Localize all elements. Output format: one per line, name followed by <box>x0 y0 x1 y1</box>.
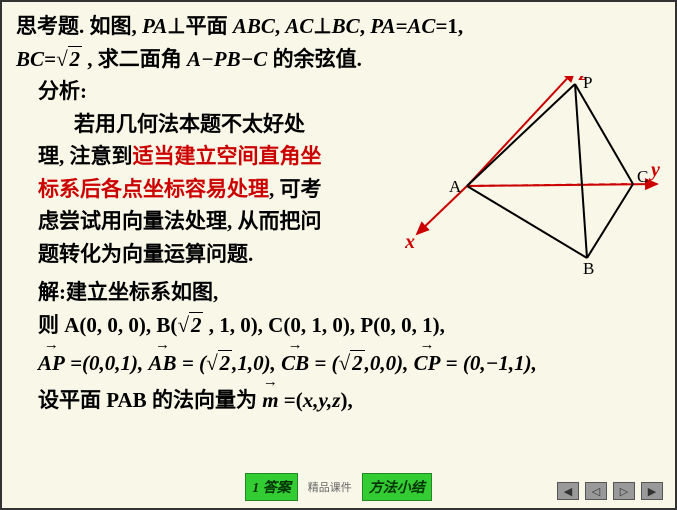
point-B-label: B <box>583 259 594 276</box>
solution-l1: 解:建立坐标系如图, <box>16 276 661 309</box>
point-A-label: A <box>449 177 462 196</box>
nav-last-button[interactable]: ▶ <box>641 482 663 500</box>
method-summary-button[interactable]: 方法小结 <box>362 473 432 501</box>
nav-buttons: ◀ ◁ ▷ ▶ <box>557 482 663 500</box>
nav-next-button[interactable]: ▷ <box>613 482 635 500</box>
axis-x-label: x <box>405 231 415 253</box>
answer-button[interactable]: 1 答案 <box>245 473 298 501</box>
geometry-diagram: z y x A B C P <box>405 76 665 276</box>
problem-label: 思考题. <box>16 14 84 38</box>
solution-l4: 设平面 PAB 的法向量为 m =(x,y,z), <box>16 380 661 417</box>
solution-l2: 则 A(0, 0, 0), B(2 , 1, 0), C(0, 1, 0), P… <box>16 309 661 342</box>
axis-y-label: y <box>649 159 660 181</box>
problem-line2: BC=2 , 求二面角 A−PB−C 的余弦值. <box>16 43 661 76</box>
point-C-label: C <box>637 167 648 186</box>
problem-line1: 思考题. 如图, PA⊥平面 ABC, AC⊥BC, PA=AC=1, <box>16 10 661 43</box>
nav-prev-button[interactable]: ◁ <box>585 482 607 500</box>
solution-l3: AP =(0,0,1), AB = (2,1,0), CB = (2,0,0),… <box>16 341 661 380</box>
point-P-label: P <box>583 76 592 92</box>
nav-first-button[interactable]: ◀ <box>557 482 579 500</box>
footer-small-label: 精品课件 <box>308 479 352 495</box>
